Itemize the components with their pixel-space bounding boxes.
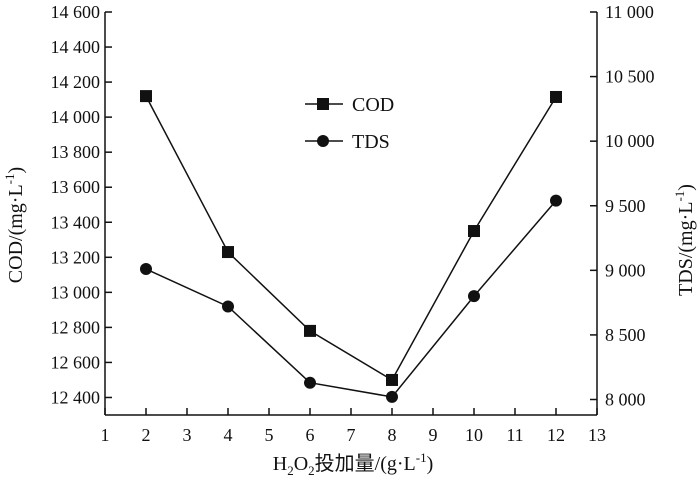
y-right-tick-label: 11 000 <box>605 2 654 22</box>
y-left-title-sup: -1 <box>2 173 17 184</box>
series-tds <box>140 194 562 403</box>
series-line-cod <box>145 95 557 381</box>
y-left-tick-label: 13 800 <box>51 142 101 162</box>
y-right-tick-label: 9 000 <box>605 260 646 280</box>
x-tick-label: 4 <box>224 425 233 445</box>
series-cod <box>140 90 562 386</box>
x-title-part: 投加量/(g·L <box>315 452 416 475</box>
y-left-tick-label: 14 600 <box>51 2 101 22</box>
data-point-cod <box>386 373 398 386</box>
y-right-tick-label: 10 000 <box>605 131 655 151</box>
x-tick-label: 1 <box>101 425 110 445</box>
y-left-title-part: ) <box>5 167 27 174</box>
data-point-cod <box>140 90 152 103</box>
data-point-cod <box>468 225 480 238</box>
y-left-tick-label: 13 600 <box>51 177 101 197</box>
y-left-tick-label: 12 800 <box>51 317 101 337</box>
x-axis-title: H2O2投加量/(g·L-1) <box>273 450 434 478</box>
x-tick-label: 2 <box>142 425 151 445</box>
data-point-tds <box>386 390 398 403</box>
data-point-tds <box>468 290 480 303</box>
chart-series <box>140 90 562 403</box>
x-tick-label: 3 <box>183 425 192 445</box>
y-right-tick-label: 9 500 <box>605 196 646 216</box>
x-tick-label: 12 <box>547 425 565 445</box>
data-point-tds <box>550 194 562 207</box>
x-tick-label: 13 <box>588 425 606 445</box>
y-axis-right-title: TDS/(mg·L-1) <box>672 184 697 296</box>
legend-item-cod: COD <box>305 94 394 116</box>
y-left-title-part: COD/(mg·L <box>5 184 27 283</box>
y-left-tick-label: 13 400 <box>51 212 101 232</box>
legend-item-tds: TDS <box>305 131 390 153</box>
x-title-sup: -1 <box>416 450 427 465</box>
series-line-tds <box>145 200 557 398</box>
y-right-title-part: TDS/(mg·L <box>675 202 697 296</box>
y-left-tick-label: 14 200 <box>51 72 101 92</box>
legend-label-tds: TDS <box>352 131 390 153</box>
y-right-tick-label: 8 500 <box>605 325 646 345</box>
x-tick-label: 5 <box>265 425 274 445</box>
x-tick-label: 11 <box>506 425 523 445</box>
data-point-cod <box>550 90 562 103</box>
y-left-tick-label: 12 600 <box>51 352 101 372</box>
x-tick-label: 7 <box>347 425 356 445</box>
y-left-tick-label: 13 000 <box>51 282 101 302</box>
x-tick-label: 9 <box>429 425 438 445</box>
y-axis-left-title: COD/(mg·L-1) <box>2 167 27 283</box>
legend-marker-cod <box>317 98 329 110</box>
x-tick-label: 6 <box>306 425 315 445</box>
y-right-tick-label: 8 000 <box>605 390 646 410</box>
legend-marker-tds <box>317 135 329 147</box>
x-title-part: O <box>294 453 308 475</box>
x-title-sub: 2 <box>287 463 294 478</box>
x-title-sub: 2 <box>308 463 315 478</box>
data-point-tds <box>140 263 152 276</box>
data-point-cod <box>304 324 316 337</box>
y-right-title-part: ) <box>675 184 697 191</box>
y-right-title-sup: -1 <box>672 191 687 202</box>
y-left-tick-label: 13 200 <box>51 247 101 267</box>
x-tick-label: 8 <box>388 425 397 445</box>
y-left-tick-label: 14 400 <box>51 37 101 57</box>
chart-legend: COD TDS <box>305 94 394 153</box>
x-tick-label: 10 <box>465 425 483 445</box>
y-left-tick-label: 14 000 <box>51 107 101 127</box>
legend-label-cod: COD <box>352 94 394 116</box>
data-point-tds <box>222 300 234 313</box>
x-title-part: H <box>273 453 287 475</box>
y-left-tick-label: 12 400 <box>51 387 101 407</box>
data-point-cod <box>222 246 234 259</box>
y-right-tick-label: 10 500 <box>605 67 655 87</box>
x-title-part: ) <box>427 453 434 475</box>
data-point-tds <box>304 376 316 389</box>
